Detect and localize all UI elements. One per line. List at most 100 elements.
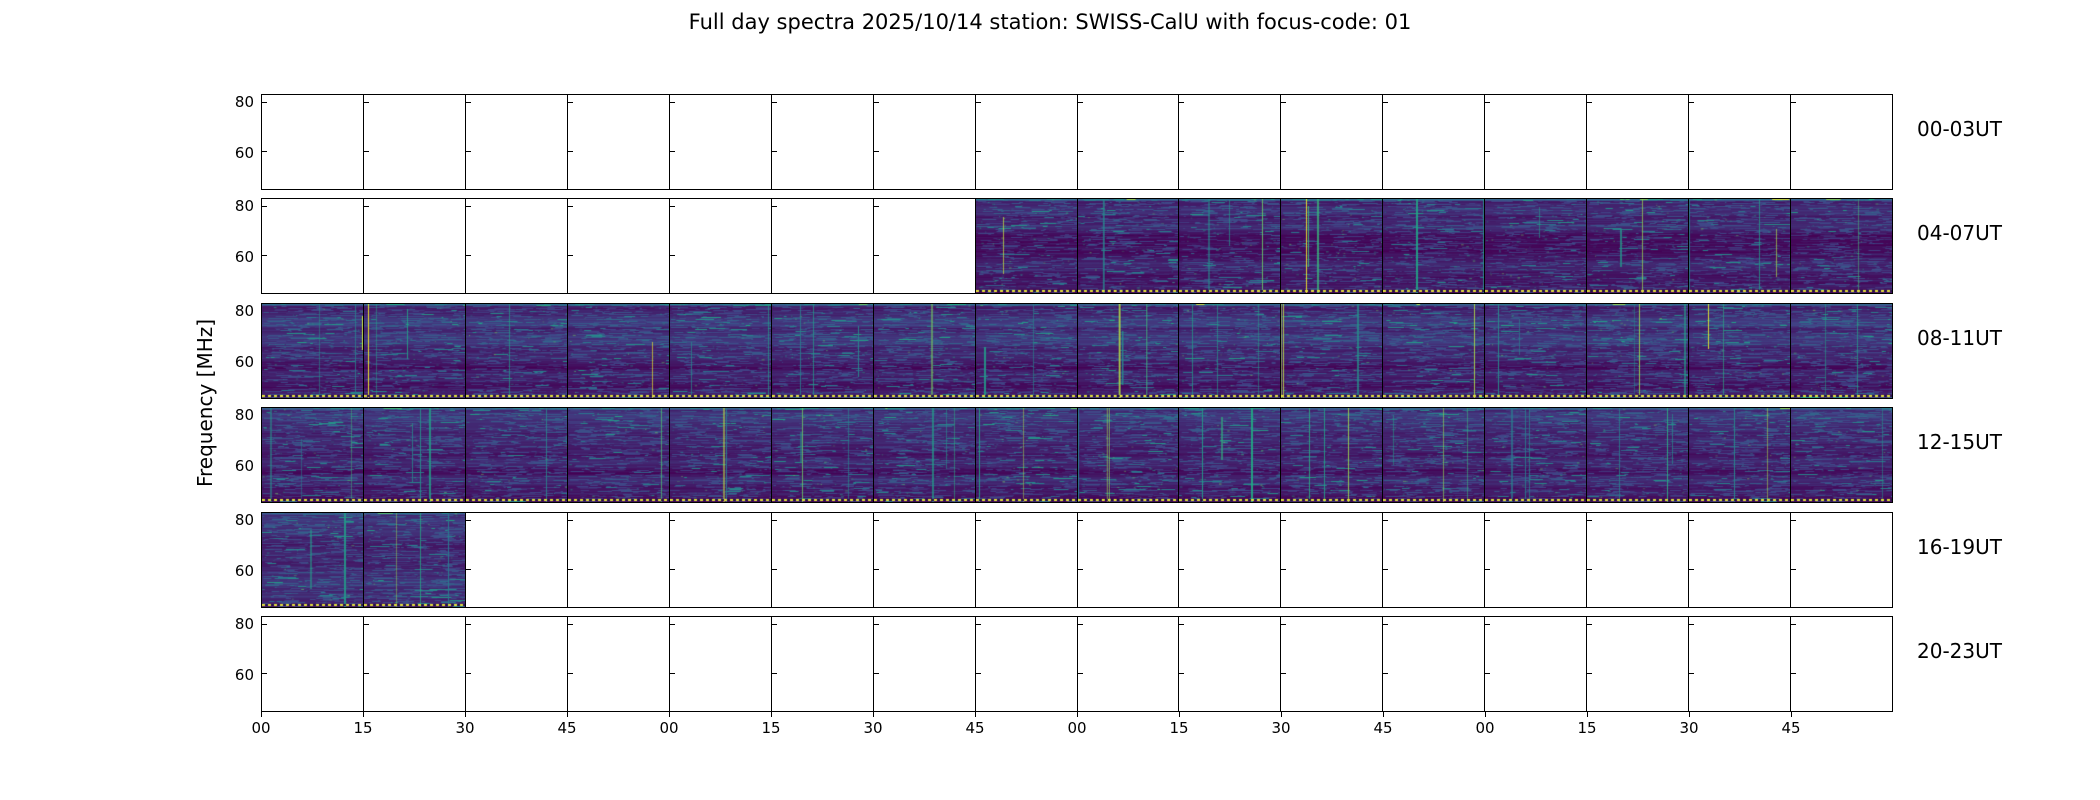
y-axis-label: Frequency [MHz] xyxy=(193,318,217,488)
spectrogram-canvas xyxy=(1281,408,1383,502)
spectrogram-canvas xyxy=(1179,304,1281,398)
y-tick-label-60: 60 xyxy=(234,144,254,162)
y-tick-mark xyxy=(975,151,981,152)
spectra-row-08-11ut: 80 60 08-11UT xyxy=(235,303,2002,399)
spectrogram-panel xyxy=(1178,513,1280,607)
x-tick-mark xyxy=(975,712,976,717)
spectrogram-canvas xyxy=(1485,199,1587,293)
x-tick-label: 45 xyxy=(1373,719,1393,737)
spectrogram-panel xyxy=(1790,304,1892,398)
spectrogram-panel xyxy=(464,199,567,293)
x-tick-label: 00 xyxy=(659,719,679,737)
y-tick-mark xyxy=(1383,569,1389,570)
spectrogram-panel xyxy=(1484,199,1587,293)
y-tick-mark xyxy=(873,673,879,674)
y-tick-mark xyxy=(1281,102,1287,103)
y-tick-label-60: 60 xyxy=(234,457,254,475)
spectrogram-panel xyxy=(872,95,975,189)
y-tick-mark xyxy=(669,255,675,256)
spectra-row-04-07ut: 80 60 04-07UT xyxy=(235,198,2002,294)
y-tick-label-60: 60 xyxy=(234,666,254,684)
x-tick-mark xyxy=(1383,712,1384,717)
x-tick-label: 00 xyxy=(1475,719,1495,737)
y-tick-label-80: 80 xyxy=(234,615,254,633)
y-tick-mark xyxy=(465,624,471,625)
y-tick-mark xyxy=(669,151,675,152)
y-tick-mark xyxy=(1485,151,1491,152)
y-tick-mark xyxy=(1077,624,1083,625)
spectrogram-canvas xyxy=(873,408,975,502)
y-tick-mark xyxy=(262,151,267,152)
spectrogram-panel xyxy=(872,199,975,293)
spectrogram-canvas xyxy=(975,199,1077,293)
spectrogram-canvas xyxy=(1077,304,1179,398)
spectrogram-canvas xyxy=(262,304,363,398)
spectrogram-panel xyxy=(668,513,771,607)
x-tick-label: 45 xyxy=(1781,719,1801,737)
y-tick-mark xyxy=(465,520,471,521)
x-tick-label: 15 xyxy=(1577,719,1597,737)
spectrogram-panel xyxy=(1382,304,1485,398)
spectrogram-canvas xyxy=(1689,199,1791,293)
spectrogram-panel xyxy=(770,617,873,711)
y-tick-mark xyxy=(873,102,879,103)
y-tick-mark xyxy=(1383,624,1389,625)
spectrogram-panel xyxy=(1484,513,1586,607)
spectrogram-canvas xyxy=(975,304,1077,398)
spectrogram-panel xyxy=(566,199,669,293)
spectrogram-panel xyxy=(668,199,771,293)
y-tick-mark xyxy=(1689,151,1695,152)
x-tick-mark xyxy=(1689,712,1690,717)
y-tick-mark xyxy=(465,673,471,674)
y-tick-mark xyxy=(771,624,777,625)
spectrogram-panel xyxy=(1280,304,1383,398)
y-tick-mark xyxy=(363,151,369,152)
y-tick-mark xyxy=(1587,151,1593,152)
y-tick-mark xyxy=(771,569,777,570)
y-tick-mark xyxy=(1281,151,1287,152)
y-tick-mark xyxy=(1179,102,1185,103)
y-tick-mark xyxy=(975,624,981,625)
y-tick-mark xyxy=(1179,624,1185,625)
x-tick-mark xyxy=(771,712,772,717)
spectrogram-panel xyxy=(262,617,363,711)
spectrogram-panel xyxy=(1280,199,1383,293)
row-time-label: 04-07UT xyxy=(1917,221,2002,245)
spectrogram-panel xyxy=(464,513,567,607)
spectrogram-canvas xyxy=(363,513,465,607)
spectrogram-canvas xyxy=(1791,408,1892,502)
y-tick-mark xyxy=(363,624,369,625)
spectrogram-panel xyxy=(1688,513,1790,607)
x-tick-label: 15 xyxy=(1169,719,1189,737)
spectrogram-panel xyxy=(1688,408,1791,502)
y-tick-mark xyxy=(465,255,471,256)
spectrogram-panel xyxy=(872,408,975,502)
y-tick-mark xyxy=(975,520,981,521)
spectrogram-panel xyxy=(1688,95,1790,189)
spectrogram-panel xyxy=(668,95,771,189)
spectrogram-panel xyxy=(1586,95,1688,189)
y-tick-mark xyxy=(1179,520,1185,521)
y-tick-mark xyxy=(262,255,267,256)
row-time-label: 08-11UT xyxy=(1917,326,2002,350)
y-tick-mark xyxy=(873,151,879,152)
y-tick-mark xyxy=(771,673,777,674)
y-tick-mark xyxy=(465,151,471,152)
spectrogram-canvas xyxy=(465,408,567,502)
spectrogram-canvas xyxy=(363,408,465,502)
spectrogram-panel xyxy=(464,617,567,711)
y-tick-mark xyxy=(1485,624,1491,625)
y-tick-mark xyxy=(1383,520,1389,521)
spectrogram-panel xyxy=(1790,617,1892,711)
spectra-row-12-15ut: 80 60 12-15UT xyxy=(235,407,2002,503)
x-tick-label: 45 xyxy=(965,719,985,737)
y-tick-mark xyxy=(363,255,369,256)
x-tick-label: 15 xyxy=(353,719,373,737)
y-tick-mark xyxy=(669,624,675,625)
y-tick-mark xyxy=(669,673,675,674)
spectrogram-canvas xyxy=(1587,408,1689,502)
spectrogram-panel xyxy=(1688,199,1791,293)
x-tick-mark xyxy=(1485,712,1486,717)
x-tick-label: 30 xyxy=(1271,719,1291,737)
